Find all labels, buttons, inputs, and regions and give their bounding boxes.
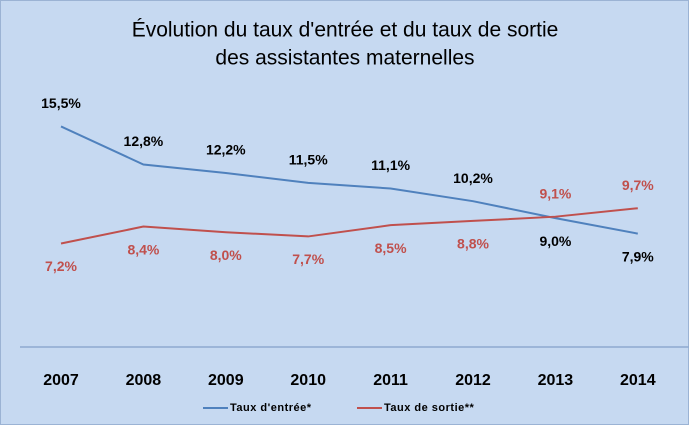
data-label: 15,5% [41,95,81,111]
x-tick-label: 2014 [620,372,656,389]
chart-title: Évolution du taux d'entrée et du taux de… [132,19,559,42]
data-label: 9,1% [539,185,571,201]
data-label: 12,8% [124,133,164,149]
data-label: 8,8% [457,236,489,252]
data-label: 10,2% [453,170,493,186]
data-label: 11,5% [289,152,328,168]
data-label: 7,2% [45,258,77,274]
data-label: 7,7% [292,251,324,267]
data-label: 9,0% [539,233,571,249]
x-tick-label: 2010 [290,372,326,389]
x-tick-label: 2013 [538,372,574,389]
data-label: 8,5% [375,240,407,256]
data-label: 8,0% [210,247,242,263]
data-label: 9,7% [622,177,654,193]
x-tick-label: 2007 [43,372,79,389]
legend-label: Taux d'entrée* [230,402,312,414]
chart-title: des assistantes maternelles [215,47,474,70]
line-series [60,207,638,245]
data-label: 11,1% [371,157,410,173]
x-tick-label: 2012 [455,372,491,389]
line-series [60,125,638,235]
data-label: 12,2% [206,142,246,158]
x-tick-label: 2009 [208,372,244,389]
data-label: 8,4% [127,241,159,257]
x-tick-label: 2008 [126,372,162,389]
data-label: 7,9% [622,248,654,264]
x-tick-label: 2011 [373,372,408,389]
legend-label: Taux de sortie** [384,402,475,414]
